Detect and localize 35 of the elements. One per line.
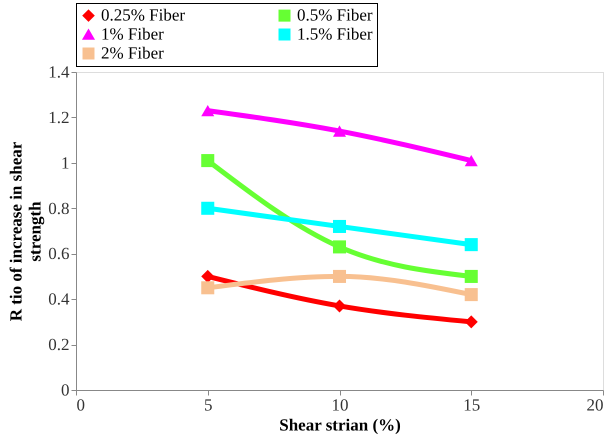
y-tick-label: 0.4 bbox=[48, 290, 70, 309]
point bbox=[332, 220, 346, 233]
y-tick-label: 0.2 bbox=[48, 335, 70, 354]
legend-label: 2% Fiber bbox=[101, 44, 164, 62]
y-tick-label: 0.8 bbox=[48, 198, 70, 218]
point bbox=[201, 104, 214, 116]
y-tick-label: 1 bbox=[61, 153, 70, 172]
x-tick-label: 10 bbox=[332, 396, 348, 414]
y-tick-label: 1.4 bbox=[48, 62, 70, 82]
point bbox=[201, 154, 214, 168]
x-tick-label: 0 bbox=[76, 396, 85, 414]
point bbox=[464, 154, 478, 166]
point bbox=[332, 299, 346, 312]
y-axis-title: R tio of increase in shear strength bbox=[6, 141, 44, 322]
legend-label: 0.5% Fiber bbox=[297, 6, 373, 25]
point bbox=[332, 125, 346, 137]
point bbox=[332, 270, 346, 283]
point bbox=[464, 288, 478, 302]
y-tick-label: 0 bbox=[61, 380, 70, 400]
legend-label: 1.5% Fiber bbox=[297, 24, 373, 44]
point bbox=[464, 315, 478, 328]
point bbox=[464, 238, 478, 252]
point bbox=[201, 270, 214, 283]
x-tick-label: 5 bbox=[204, 396, 212, 414]
point bbox=[201, 202, 214, 215]
x-axis-title: Shear strian (%) bbox=[279, 416, 401, 434]
y-tick-label: 1.2 bbox=[48, 108, 70, 127]
point bbox=[201, 281, 214, 294]
legend-label: 0.25% Fiber bbox=[101, 6, 186, 25]
point bbox=[332, 240, 346, 254]
x-tick-label: 15 bbox=[463, 396, 480, 414]
legend-label: 1% Fiber bbox=[101, 24, 164, 44]
y-tick-label: 0.6 bbox=[48, 244, 70, 264]
x-tick-label: 20 bbox=[586, 396, 604, 414]
point bbox=[464, 270, 478, 283]
